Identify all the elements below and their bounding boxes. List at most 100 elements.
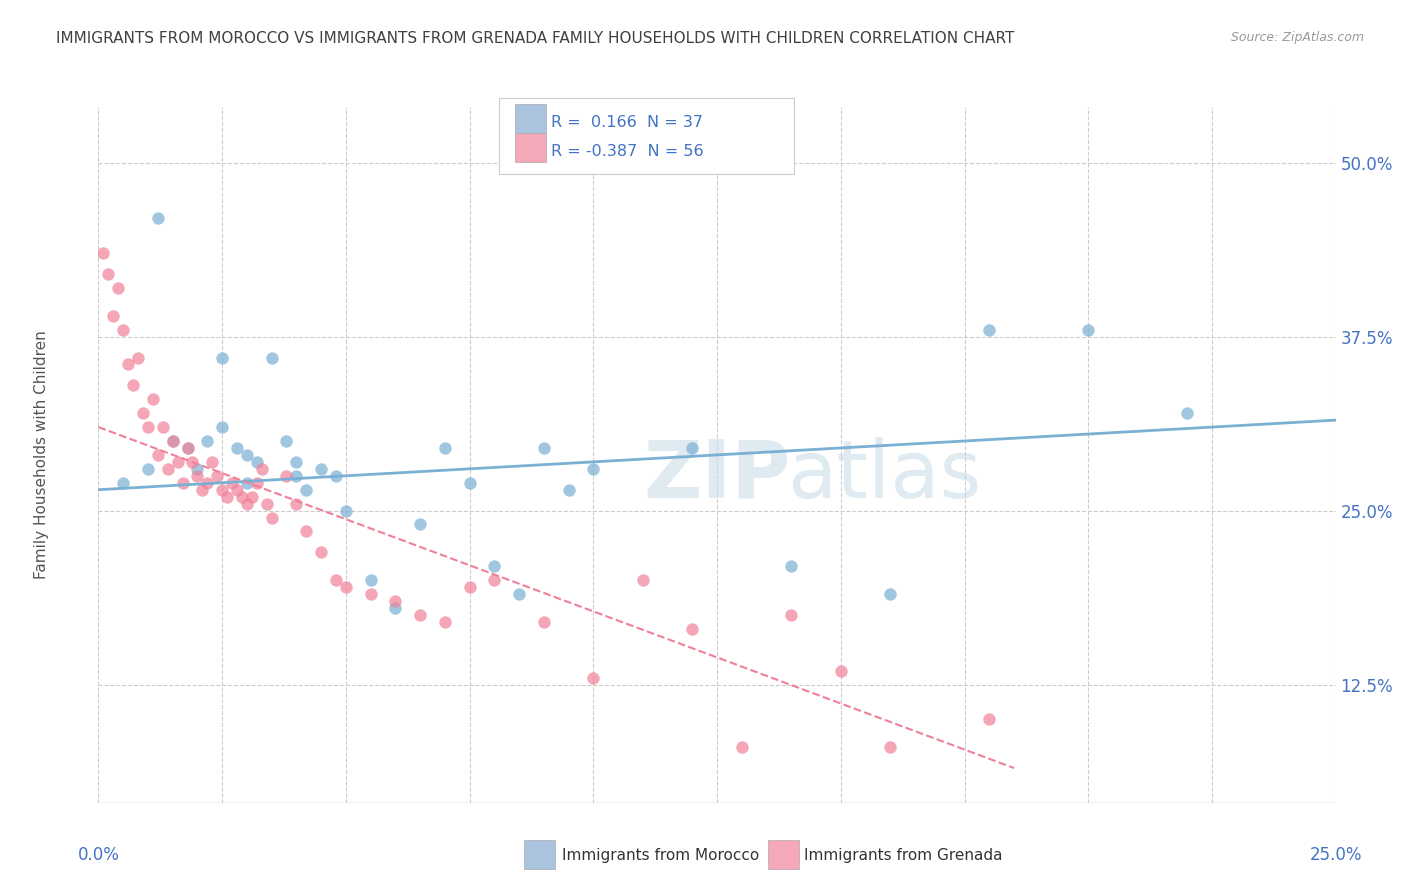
Point xyxy=(780,607,803,622)
Point xyxy=(236,448,259,462)
Point xyxy=(136,420,159,434)
Point xyxy=(107,281,129,295)
Point xyxy=(979,323,1001,337)
Point xyxy=(335,503,357,517)
Point xyxy=(181,455,204,469)
Text: atlas: atlas xyxy=(787,437,981,515)
Point xyxy=(979,712,1001,726)
Point xyxy=(186,468,208,483)
Point xyxy=(246,475,269,490)
Point xyxy=(458,580,481,594)
Point xyxy=(681,441,703,455)
Text: Immigrants from Morocco: Immigrants from Morocco xyxy=(562,848,759,863)
Point xyxy=(325,468,347,483)
Point xyxy=(146,448,169,462)
Point xyxy=(557,483,579,497)
Point xyxy=(384,594,406,608)
Point xyxy=(112,475,135,490)
Text: 25.0%: 25.0% xyxy=(1309,846,1362,863)
Point xyxy=(97,267,120,281)
Text: Source: ZipAtlas.com: Source: ZipAtlas.com xyxy=(1230,31,1364,45)
Point xyxy=(156,462,179,476)
Point xyxy=(201,455,224,469)
Point xyxy=(458,475,481,490)
Point xyxy=(295,524,318,539)
Point xyxy=(484,559,506,574)
Point xyxy=(246,455,269,469)
Point xyxy=(309,545,332,559)
Point xyxy=(360,587,382,601)
Point xyxy=(879,587,901,601)
Point xyxy=(409,607,432,622)
Point xyxy=(256,497,278,511)
Point xyxy=(433,441,456,455)
Point xyxy=(172,475,194,490)
Point xyxy=(211,483,233,497)
Point xyxy=(409,517,432,532)
Point xyxy=(780,559,803,574)
Text: R =  0.166  N = 37: R = 0.166 N = 37 xyxy=(551,115,703,129)
Point xyxy=(285,497,308,511)
Point xyxy=(325,573,347,587)
Point xyxy=(93,246,115,260)
Y-axis label: Family Households with Children: Family Households with Children xyxy=(34,331,49,579)
Point xyxy=(186,462,208,476)
Point xyxy=(681,622,703,636)
Point xyxy=(191,483,214,497)
Point xyxy=(879,740,901,755)
Text: 0.0%: 0.0% xyxy=(77,846,120,863)
Point xyxy=(582,671,605,685)
Point xyxy=(211,351,233,365)
Point xyxy=(205,468,228,483)
Point xyxy=(240,490,263,504)
Point xyxy=(631,573,654,587)
Point xyxy=(127,351,149,365)
Point xyxy=(250,462,273,476)
Point xyxy=(221,475,243,490)
Point xyxy=(195,434,218,448)
Point xyxy=(236,475,259,490)
Point xyxy=(285,455,308,469)
Point xyxy=(276,434,298,448)
Point xyxy=(176,441,198,455)
Point xyxy=(231,490,253,504)
Text: Immigrants from Grenada: Immigrants from Grenada xyxy=(804,848,1002,863)
Point xyxy=(142,392,165,407)
Point xyxy=(162,434,184,448)
Point xyxy=(360,573,382,587)
Point xyxy=(433,615,456,629)
Point xyxy=(731,740,754,755)
Point xyxy=(195,475,218,490)
Point xyxy=(508,587,530,601)
Point xyxy=(830,664,852,678)
Point xyxy=(146,211,169,226)
Point xyxy=(112,323,135,337)
Text: R = -0.387  N = 56: R = -0.387 N = 56 xyxy=(551,145,704,159)
Point xyxy=(176,441,198,455)
Point xyxy=(122,378,145,392)
Point xyxy=(484,573,506,587)
Point xyxy=(533,615,555,629)
Point xyxy=(217,490,239,504)
Point xyxy=(260,351,283,365)
Point xyxy=(260,510,283,524)
Text: ZIP: ZIP xyxy=(644,437,790,515)
Point xyxy=(1077,323,1099,337)
Point xyxy=(166,455,188,469)
Point xyxy=(136,462,159,476)
Text: IMMIGRANTS FROM MOROCCO VS IMMIGRANTS FROM GRENADA FAMILY HOUSEHOLDS WITH CHILDR: IMMIGRANTS FROM MOROCCO VS IMMIGRANTS FR… xyxy=(56,31,1015,46)
Point xyxy=(162,434,184,448)
Point xyxy=(276,468,298,483)
Point xyxy=(226,441,249,455)
Point xyxy=(236,497,259,511)
Point xyxy=(103,309,125,323)
Point xyxy=(152,420,174,434)
Point xyxy=(117,358,139,372)
Point xyxy=(533,441,555,455)
Point xyxy=(309,462,332,476)
Point xyxy=(1175,406,1198,420)
Point xyxy=(335,580,357,594)
Point xyxy=(285,468,308,483)
Point xyxy=(226,483,249,497)
Point xyxy=(582,462,605,476)
